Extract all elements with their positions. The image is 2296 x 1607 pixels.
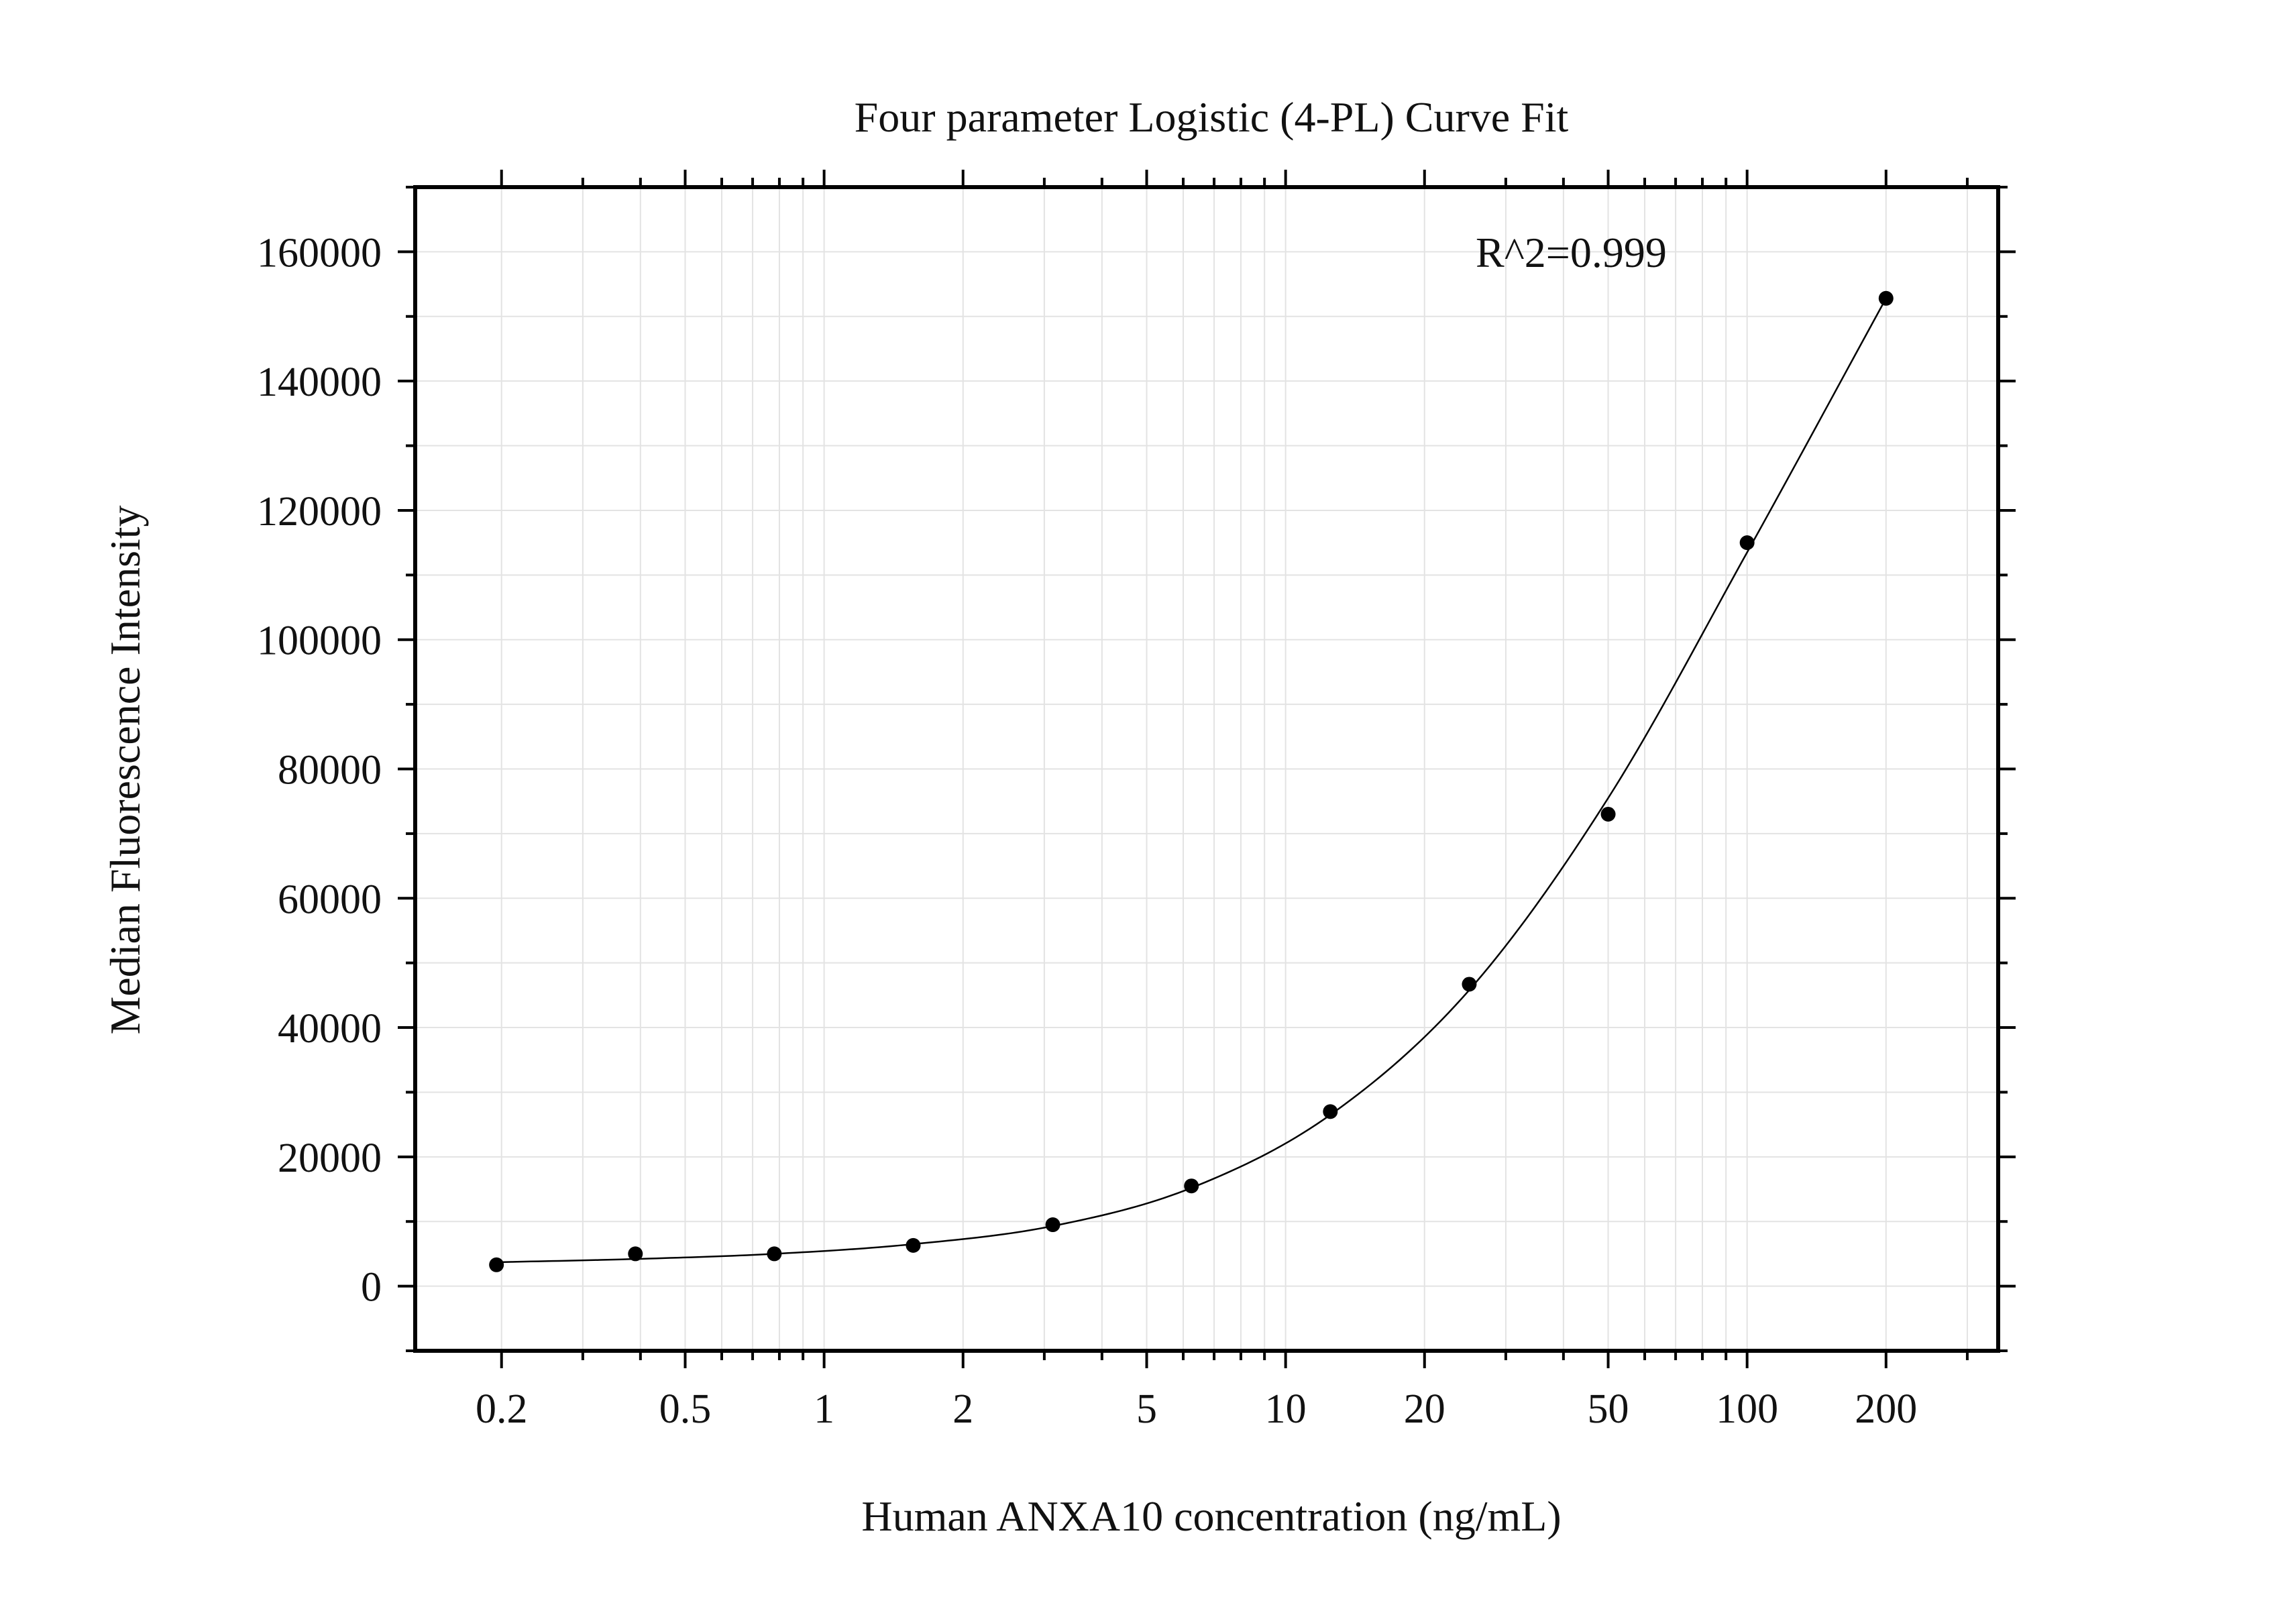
y-tick-label: 80000: [278, 748, 382, 793]
x-axis-label: Human ANXA10 concentration (ng/mL): [861, 1492, 1561, 1540]
x-tick-label: 1: [814, 1386, 834, 1432]
data-point: [628, 1246, 643, 1262]
data-point: [1878, 290, 1894, 306]
y-tick-label: 0: [361, 1265, 382, 1311]
x-tick-label: 200: [1855, 1386, 1917, 1432]
y-tick-labels: 0 20000 40000 60000 80000 100000 120000 140000 1…: [257, 230, 382, 1310]
y-tick-label: 40000: [278, 1006, 382, 1052]
data-point: [1600, 806, 1616, 822]
x-tick-label: 50: [1588, 1386, 1629, 1432]
y-tick-label: 120000: [257, 489, 382, 535]
x-tick-label: 10: [1265, 1386, 1307, 1432]
x-tick-label: 2: [952, 1386, 973, 1432]
data-point: [906, 1237, 921, 1253]
x-tick-label: 5: [1136, 1386, 1157, 1432]
r-squared-annotation: R^2=0.999: [1476, 229, 1667, 276]
data-point: [1323, 1104, 1338, 1119]
data-point: [1462, 977, 1477, 992]
chart-title: Four parameter Logistic (4-PL) Curve Fit: [855, 93, 1569, 141]
y-tick-label: 60000: [278, 877, 382, 922]
y-tick-label: 140000: [257, 359, 382, 405]
x-tick-label: 0.5: [659, 1386, 712, 1432]
x-tick-label: 20: [1404, 1386, 1445, 1432]
data-points-layer: [489, 290, 1894, 1272]
data-point: [1045, 1217, 1060, 1233]
y-axis-label: Median Fluorescence Intensity: [101, 505, 149, 1034]
axes: [398, 170, 2016, 1368]
grid: [415, 186, 1998, 1351]
x-tick-label: 100: [1716, 1386, 1778, 1432]
data-point: [489, 1257, 504, 1272]
data-point: [767, 1246, 782, 1262]
y-tick-label: 20000: [278, 1135, 382, 1181]
data-point: [1184, 1178, 1199, 1194]
y-tick-label: 160000: [257, 230, 382, 276]
y-tick-label: 100000: [257, 618, 382, 664]
x-tick-label: 0.2: [476, 1386, 528, 1432]
data-point: [1739, 535, 1755, 551]
x-tick-labels: 0.2 0.5 1 2 5 10 20 50 100 200: [476, 1386, 1917, 1432]
